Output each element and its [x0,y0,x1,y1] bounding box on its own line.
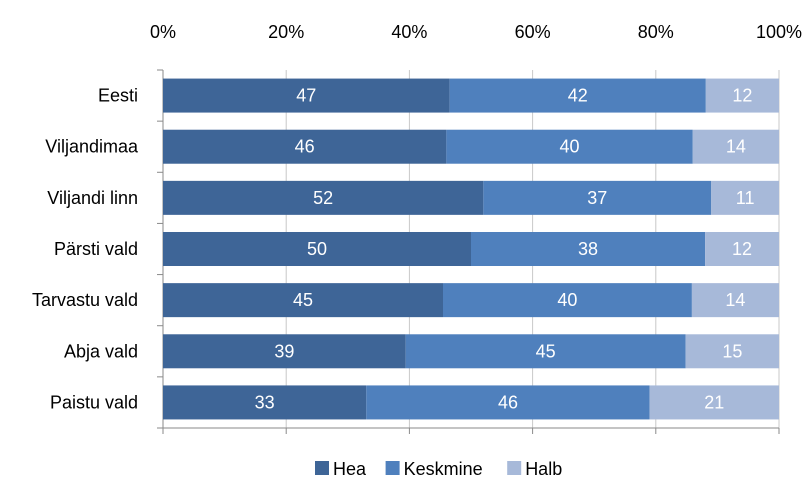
data-label: 45 [293,290,313,310]
data-label: 42 [568,86,588,106]
bar-segment-keskmine [443,283,692,318]
bar-segment-hea [163,385,367,420]
x-tick-label: 0% [150,22,176,42]
x-tick-label: 40% [391,22,427,42]
data-label: 39 [274,341,294,361]
data-label: 21 [704,392,724,412]
x-tick-label: 60% [515,22,551,42]
bar-segment-keskmine [471,232,706,266]
legend-label: Keskmine [404,459,483,479]
data-label: 15 [722,341,742,361]
data-label: 47 [296,86,316,106]
legend-swatch [507,461,522,475]
bar-segment-keskmine [483,180,712,215]
bar-segment-halb [649,385,779,420]
x-tick-label: 80% [638,22,674,42]
bar-segment-keskmine [446,129,693,164]
bar-segment-hea [163,78,450,113]
data-label: 11 [736,188,755,208]
bar-segment-keskmine [405,334,686,369]
legend-swatch [315,461,329,475]
data-label: 14 [726,137,746,157]
category-label: Viljandimaa [45,137,139,157]
bar-segment-hea [163,129,447,164]
category-label: Tarvastu vald [32,290,138,310]
bar-segment-halb [705,78,779,113]
bar-segment-hea [163,232,471,266]
bar-segment-halb [691,283,779,318]
data-label: 46 [498,392,518,412]
data-label: 33 [255,392,275,412]
data-label: 38 [578,239,598,259]
data-label: 12 [732,239,752,259]
data-label: 46 [295,137,315,157]
category-label: Viljandi linn [47,188,138,208]
data-label: 14 [725,290,745,310]
data-label: 52 [313,188,333,208]
bar-segment-keskmine [449,78,706,113]
bar-segment-keskmine [366,385,650,420]
bar-segment-halb [711,180,779,215]
data-label: 45 [536,341,556,361]
bar-segment-halb [692,129,779,164]
category-label: Paistu vald [50,392,138,412]
legend-swatch [385,461,400,475]
bar-segment-halb [705,232,779,266]
category-label: Eesti [98,86,138,106]
x-tick-label: 100% [756,22,802,42]
x-tick-label: 20% [268,22,304,42]
data-label: 37 [587,188,607,208]
data-label: 50 [307,239,327,259]
category-label: Abja vald [64,341,138,361]
data-label: 12 [732,86,752,106]
legend-label: Hea [333,459,367,479]
bar-segment-hea [163,334,406,369]
legend-label: Halb [525,459,562,479]
bar-segment-halb [685,334,779,369]
data-label: 40 [560,137,580,157]
category-label: Pärsti vald [54,239,138,259]
bar-segment-hea [163,180,484,215]
bar-segment-hea [163,283,443,318]
data-label: 40 [557,290,577,310]
